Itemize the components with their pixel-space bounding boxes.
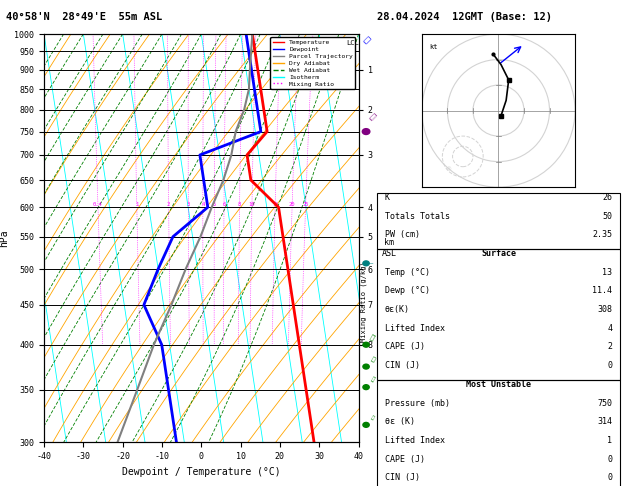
Text: 1: 1 — [135, 202, 138, 207]
Text: 〓: 〓 — [370, 377, 375, 383]
Text: 〓: 〓 — [369, 356, 376, 363]
Text: Surface: Surface — [481, 249, 516, 258]
Text: ®: ® — [447, 167, 452, 173]
Text: 〓: 〓 — [370, 415, 375, 420]
X-axis label: Dewpoint / Temperature (°C): Dewpoint / Temperature (°C) — [122, 467, 281, 477]
Text: CAPE (J): CAPE (J) — [385, 455, 425, 464]
Text: 314: 314 — [598, 417, 612, 426]
Text: 308: 308 — [598, 305, 612, 314]
Text: 40°58'N  28°49'E  55m ASL: 40°58'N 28°49'E 55m ASL — [6, 12, 162, 22]
Text: 6: 6 — [223, 202, 226, 207]
Text: 4: 4 — [201, 202, 204, 207]
Text: CAPE (J): CAPE (J) — [385, 343, 425, 351]
Text: Pressure (mb): Pressure (mb) — [385, 399, 450, 408]
Y-axis label: km
ASL: km ASL — [382, 238, 397, 258]
Text: Dewp (°C): Dewp (°C) — [385, 286, 430, 295]
Text: LCL: LCL — [346, 39, 359, 46]
Text: 10: 10 — [248, 202, 255, 207]
Text: 0: 0 — [608, 473, 612, 483]
Text: 15: 15 — [272, 202, 279, 207]
Text: 〓: 〓 — [369, 333, 376, 341]
Text: 20: 20 — [289, 202, 296, 207]
Text: kt: kt — [430, 44, 438, 51]
Text: Lifted Index: Lifted Index — [385, 324, 445, 333]
Text: K: K — [385, 193, 389, 202]
Text: 〓: 〓 — [367, 112, 377, 122]
Text: 1: 1 — [608, 436, 612, 445]
Text: 3: 3 — [187, 202, 190, 207]
Y-axis label: hPa: hPa — [0, 229, 9, 247]
Text: Mixing Ratio (g/kg): Mixing Ratio (g/kg) — [360, 261, 367, 342]
Text: Most Unstable: Most Unstable — [466, 380, 531, 389]
Text: 8: 8 — [238, 202, 241, 207]
Text: θε(K): θε(K) — [385, 305, 409, 314]
Legend: Temperature, Dewpoint, Parcel Trajectory, Dry Adiabat, Wet Adiabat, Isotherm, Mi: Temperature, Dewpoint, Parcel Trajectory… — [270, 37, 355, 89]
Text: Temp (°C): Temp (°C) — [385, 268, 430, 277]
Text: Totals Totals: Totals Totals — [385, 211, 450, 221]
Text: 25: 25 — [303, 202, 309, 207]
Text: 4: 4 — [608, 324, 612, 333]
Text: θε (K): θε (K) — [385, 417, 415, 426]
Text: 26: 26 — [603, 193, 612, 202]
Text: —: — — [369, 260, 373, 266]
Text: 11.4: 11.4 — [593, 286, 612, 295]
Text: CIN (J): CIN (J) — [385, 473, 420, 483]
Text: 0.4: 0.4 — [93, 202, 103, 207]
Text: 50: 50 — [603, 211, 612, 221]
Text: Lifted Index: Lifted Index — [385, 436, 445, 445]
Text: 2: 2 — [167, 202, 170, 207]
Text: CIN (J): CIN (J) — [385, 361, 420, 370]
Text: 5: 5 — [213, 202, 216, 207]
Text: 13: 13 — [603, 268, 612, 277]
Text: 2: 2 — [608, 343, 612, 351]
Text: 0: 0 — [608, 455, 612, 464]
Text: 〓: 〓 — [361, 35, 371, 45]
Text: 750: 750 — [598, 399, 612, 408]
Text: 28.04.2024  12GMT (Base: 12): 28.04.2024 12GMT (Base: 12) — [377, 12, 552, 22]
Text: PW (cm): PW (cm) — [385, 230, 420, 239]
Text: 2.35: 2.35 — [593, 230, 612, 239]
Text: 0: 0 — [608, 361, 612, 370]
